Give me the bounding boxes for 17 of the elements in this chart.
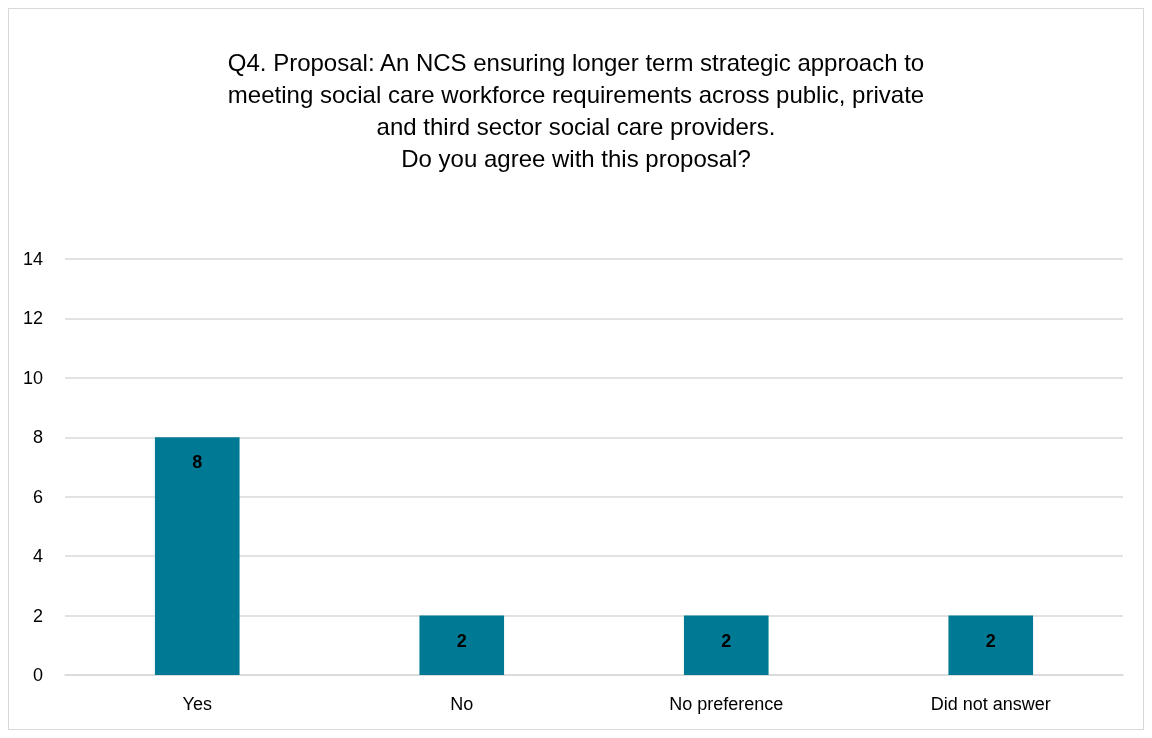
data-label: 2 — [721, 630, 732, 651]
y-tick-label: 6 — [32, 486, 43, 507]
y-tick-label: 4 — [32, 546, 43, 567]
data-label: 2 — [456, 630, 467, 651]
y-tick-label: 0 — [32, 665, 43, 685]
data-label: 2 — [985, 630, 996, 651]
x-tick-label: Did not answer — [930, 694, 1051, 714]
x-tick-label: Yes — [182, 694, 212, 714]
data-label: 8 — [192, 452, 203, 473]
y-tick-label: 8 — [32, 427, 43, 448]
chart-title: Q4. Proposal: An NCS ensuring longer term strategic approach to meeting social care workforce requirements across public, private and third sector social care providers. Do you agree with this proposal? — [227, 48, 925, 172]
y-tick-label: 10 — [22, 367, 43, 388]
y-tick-label: 2 — [32, 605, 43, 626]
x-tick-label: No — [450, 694, 474, 714]
x-tick-label: No preference — [669, 694, 784, 714]
y-tick-label: 12 — [22, 308, 43, 329]
y-tick-label: 14 — [22, 249, 43, 269]
